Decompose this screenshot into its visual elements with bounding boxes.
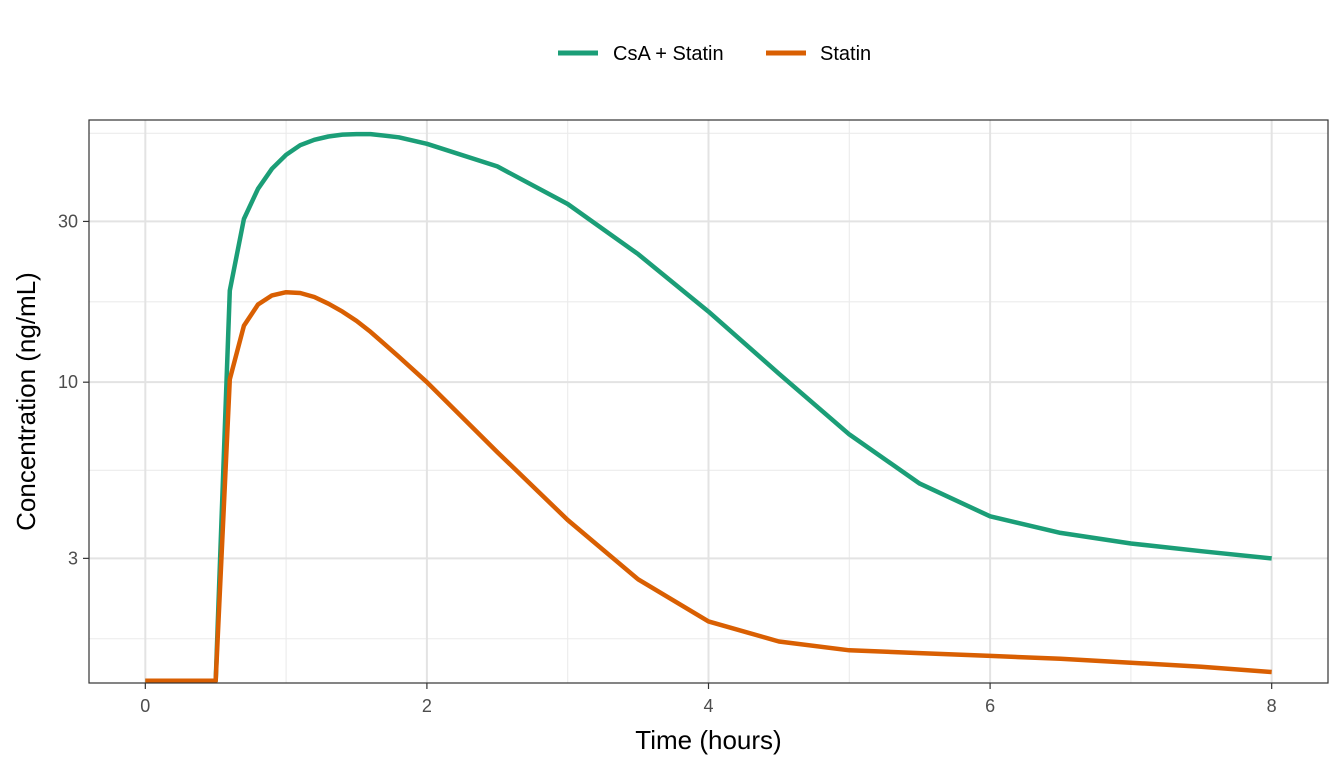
legend-label-statin: Statin bbox=[820, 43, 871, 65]
x-axis-title: Time (hours) bbox=[635, 725, 781, 755]
x-axis: 0 2 4 6 8 bbox=[140, 683, 1277, 716]
legend-label-csa-statin: CsA + Statin bbox=[613, 43, 724, 65]
y-tick-label-1: 10 bbox=[58, 372, 78, 392]
x-tick-label-0: 0 bbox=[140, 696, 150, 716]
x-tick-label-3: 6 bbox=[985, 696, 995, 716]
grid-major bbox=[89, 120, 1328, 683]
series-line-0 bbox=[145, 131, 1272, 683]
y-tick-label-0: 3 bbox=[68, 548, 78, 568]
plot-panel bbox=[88, 119, 1329, 684]
x-tick-label-4: 8 bbox=[1267, 696, 1277, 716]
y-axis-title: Concentration (ng/mL) bbox=[11, 272, 41, 531]
series-layer bbox=[145, 131, 1272, 683]
legend: CsA + Statin Statin bbox=[558, 43, 871, 65]
y-tick-label-2: 30 bbox=[58, 211, 78, 231]
x-tick-label-1: 2 bbox=[422, 696, 432, 716]
x-tick-label-2: 4 bbox=[703, 696, 713, 716]
y-axis: 3 10 30 bbox=[58, 211, 89, 568]
series-line-1 bbox=[145, 289, 1272, 683]
